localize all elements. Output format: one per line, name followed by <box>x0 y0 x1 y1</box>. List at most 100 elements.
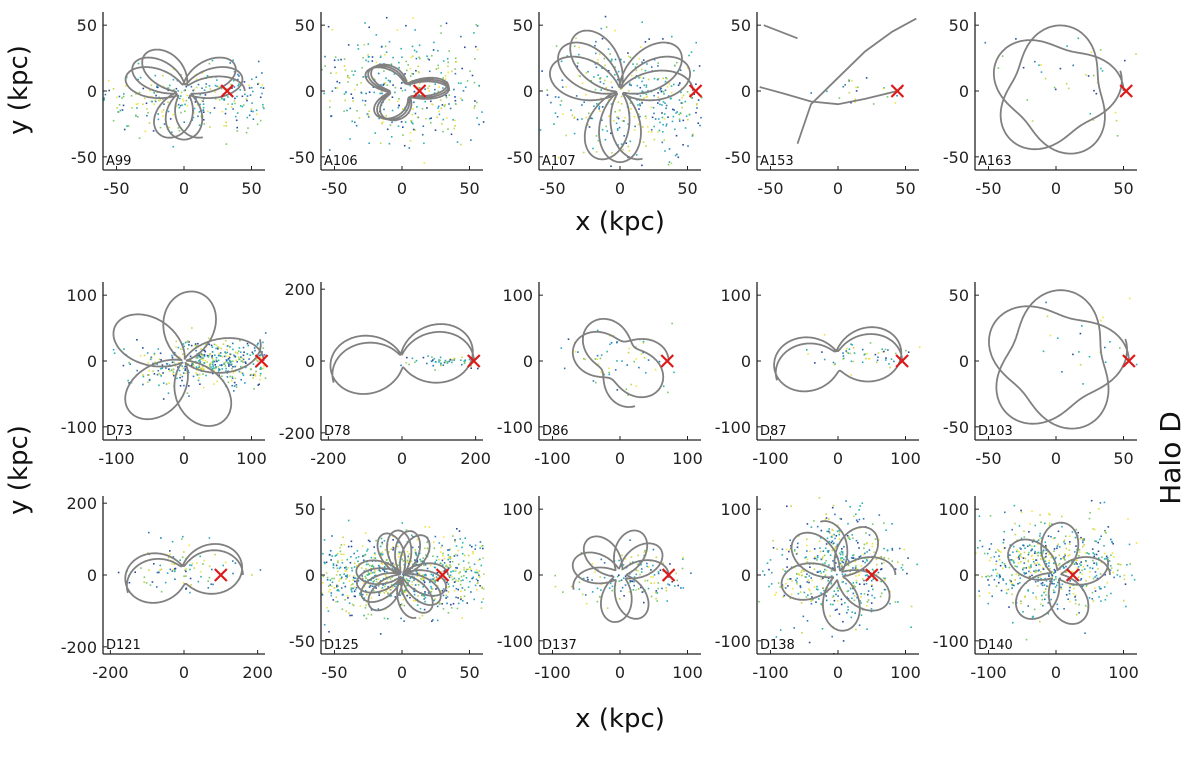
particle-point <box>825 513 827 515</box>
particle-point <box>1078 555 1080 557</box>
particle-point <box>827 577 830 580</box>
particle-point <box>1057 530 1060 533</box>
particle-point <box>348 575 351 577</box>
x-tick-label: 0 <box>1051 449 1061 468</box>
particle-point <box>463 360 465 363</box>
particle-point <box>1105 555 1108 558</box>
particle-point <box>232 108 234 110</box>
particle-point <box>852 592 855 595</box>
particle-point <box>224 112 227 115</box>
particle-point <box>587 579 589 581</box>
particle-point <box>1088 355 1091 358</box>
particle-point <box>855 539 858 542</box>
particle-point <box>1005 592 1008 595</box>
particle-point <box>245 362 247 364</box>
particle-point <box>430 578 432 581</box>
particle-point <box>408 553 411 555</box>
particle-point <box>1051 523 1053 525</box>
particle-point <box>830 541 833 544</box>
particle-point <box>211 358 214 360</box>
particle-point <box>217 365 219 368</box>
particle-point <box>103 97 105 99</box>
particle-point <box>588 126 591 128</box>
particle-point <box>342 582 345 584</box>
particle-point <box>379 570 381 572</box>
particle-point <box>611 58 613 61</box>
particle-point <box>601 128 604 131</box>
particle-point <box>865 357 867 360</box>
particle-point <box>478 84 480 87</box>
particle-point <box>817 588 819 591</box>
particle-point <box>345 568 348 571</box>
particle-point <box>230 353 232 356</box>
particle-point <box>1043 556 1046 559</box>
particle-point <box>408 580 411 582</box>
particle-point <box>202 373 204 375</box>
particle-point <box>789 597 792 600</box>
particle-point <box>642 77 645 79</box>
particle-point <box>1090 499 1093 502</box>
current-position-marker-D86 <box>660 354 675 368</box>
particle-point <box>1064 559 1066 561</box>
particle-point <box>436 585 439 587</box>
particle-point <box>859 505 861 507</box>
particle-point <box>1059 67 1062 70</box>
particle-point <box>449 564 451 566</box>
particle-point <box>339 574 341 576</box>
particle-point <box>628 83 631 86</box>
y-tick-label: 50 <box>77 16 97 35</box>
particle-point <box>838 533 840 536</box>
particle-point <box>221 87 223 90</box>
particle-point <box>185 588 187 590</box>
particle-point <box>813 568 816 570</box>
particle-point <box>222 564 224 567</box>
particle-point <box>355 557 357 559</box>
particle-point <box>1070 561 1073 564</box>
particle-point <box>636 63 638 65</box>
particle-point <box>363 585 366 588</box>
particle-point <box>449 548 451 550</box>
particle-point <box>832 529 834 532</box>
particle-point <box>653 125 655 128</box>
particle-point <box>330 559 332 561</box>
particle-point <box>361 66 363 69</box>
particle-point <box>840 598 843 601</box>
particle-point <box>816 585 818 588</box>
particle-point <box>223 355 226 358</box>
particle-point <box>357 44 359 46</box>
particle-point <box>673 83 675 86</box>
particle-point <box>652 106 655 109</box>
particle-point <box>228 363 230 366</box>
y-tick-label: 200 <box>66 494 97 513</box>
particle-point <box>434 88 436 91</box>
particle-point <box>226 348 228 351</box>
particle-point <box>421 579 424 581</box>
particle-point <box>423 608 426 611</box>
particle-point <box>238 370 241 373</box>
particle-point <box>762 570 764 573</box>
x-tick-label: 0 <box>833 449 843 468</box>
particle-point <box>820 572 822 574</box>
particle-point <box>410 56 413 59</box>
particle-point <box>650 106 653 109</box>
particle-point <box>396 29 399 31</box>
particle-point <box>1094 587 1096 590</box>
particle-point <box>1065 565 1067 568</box>
particle-point <box>851 344 853 346</box>
particle-point <box>443 570 445 572</box>
particle-point <box>610 132 612 135</box>
particle-point <box>192 365 195 367</box>
particle-point <box>352 97 354 99</box>
particle-point <box>444 569 446 571</box>
particle-point <box>221 110 224 113</box>
particles-D103 <box>1042 297 1138 385</box>
particle-point <box>403 591 406 593</box>
particle-point <box>1060 558 1062 560</box>
particle-point <box>191 327 193 329</box>
particle-point <box>137 62 140 65</box>
particle-point <box>646 579 649 582</box>
particle-point <box>330 592 333 594</box>
particle-point <box>1005 583 1007 585</box>
particle-point <box>476 48 479 51</box>
